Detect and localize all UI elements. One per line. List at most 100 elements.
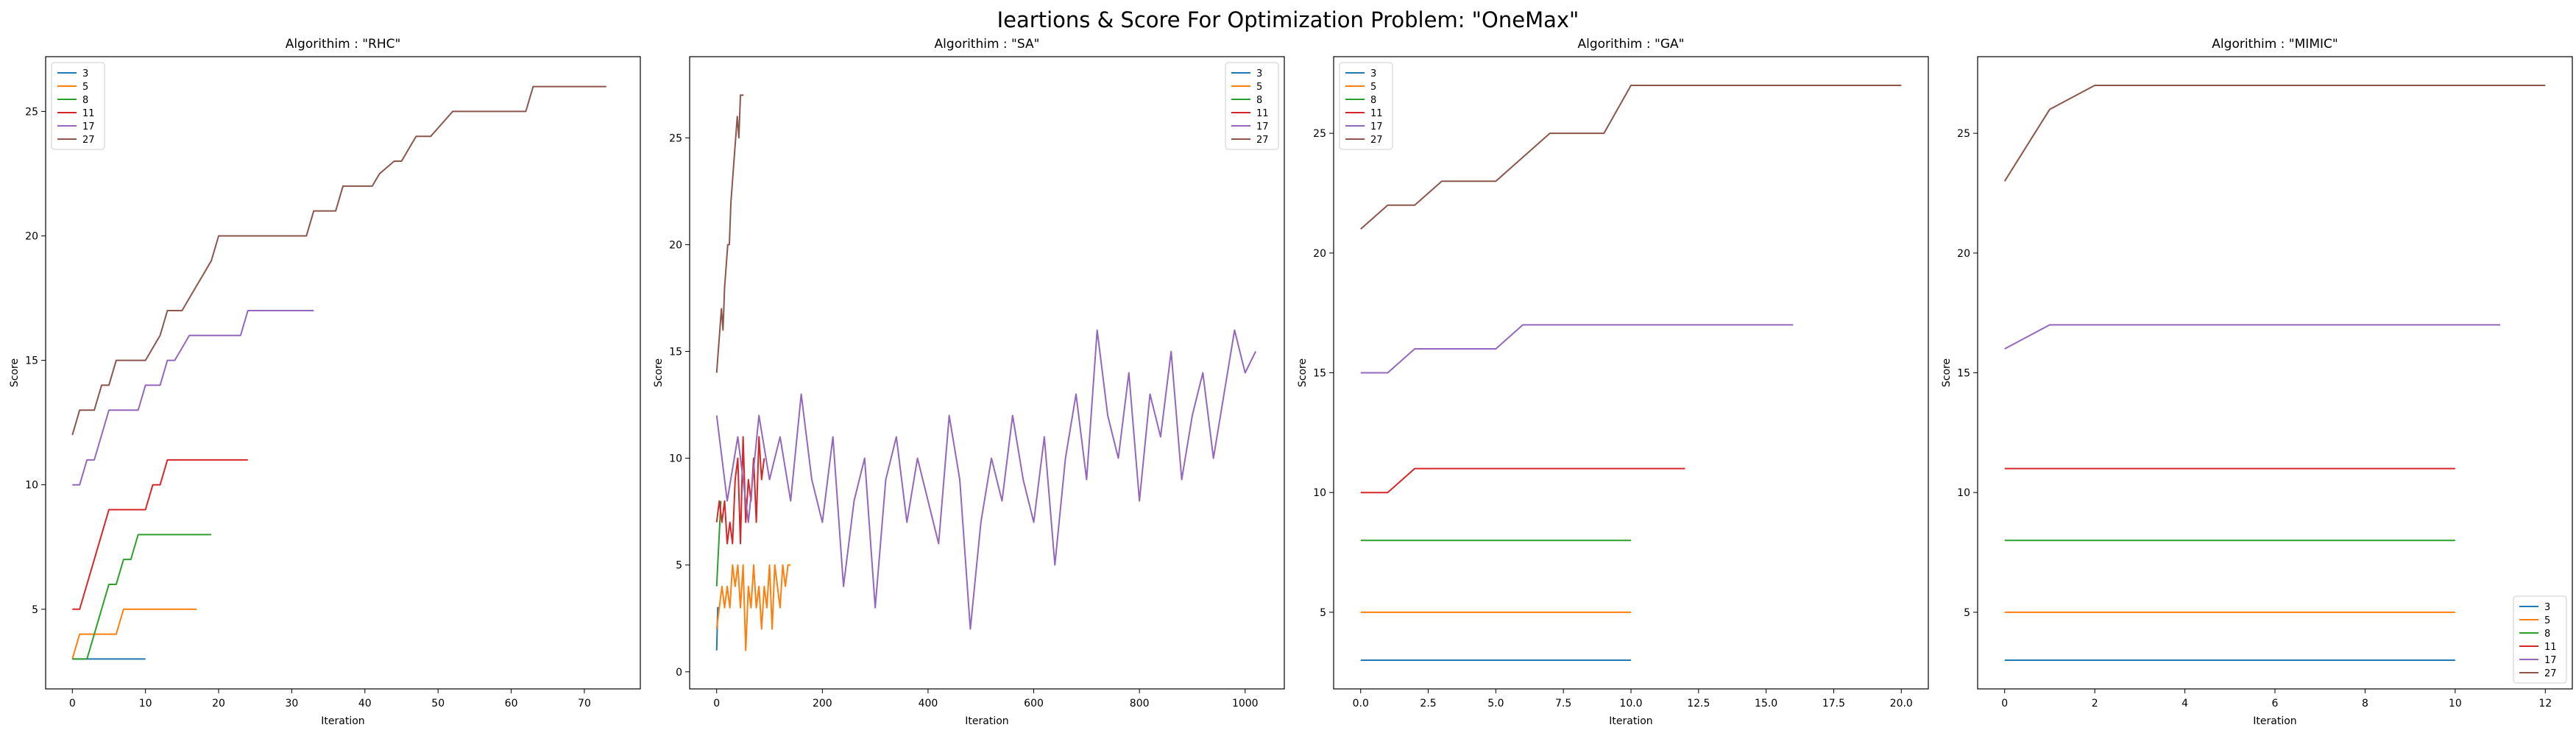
chart-panel-2: Algorithim : "GA" 0.0 2.5 5.0 7.5 10.0 12.5 15.… (1297, 37, 1929, 727)
y-tick-label: 15 (669, 346, 682, 358)
y-tick-label: 10 (1313, 487, 1326, 499)
plot-area (1978, 57, 2572, 689)
legend-label-8: 8 (1256, 95, 1262, 106)
x-tick-label: 20 (212, 698, 225, 710)
x-tick-label: 1000 (1232, 698, 1259, 710)
legend-label-5: 5 (2544, 615, 2550, 626)
legend-box (1339, 62, 1393, 150)
legend-label-27: 27 (82, 135, 95, 146)
x-tick-label: 800 (1130, 698, 1150, 710)
legend-label-11: 11 (2544, 642, 2557, 653)
chart-title: Algorithim : "SA" (935, 37, 1040, 52)
series-line-11 (715, 436, 765, 545)
series-line-8 (715, 500, 722, 587)
legend-label-17: 17 (2544, 655, 2557, 666)
x-tick-label: 20.0 (1890, 698, 1913, 710)
x-tick-label: 12 (2538, 698, 2552, 710)
y-tick-label: 25 (1957, 128, 1970, 140)
series-line-27 (715, 94, 744, 373)
x-tick-label: 200 (813, 698, 832, 710)
series-line-17 (2004, 324, 2501, 350)
x-tick-label: 7.5 (1555, 698, 1571, 710)
y-tick-label: 15 (1957, 368, 1970, 380)
y-tick-label: 20 (25, 230, 38, 242)
series-line-27 (71, 85, 606, 436)
legend: 3 5 8 11 17 27 (1339, 62, 1393, 150)
legend-label-27: 27 (2544, 668, 2557, 679)
x-tick-label: 8 (2362, 698, 2368, 710)
legend-box (51, 62, 105, 150)
y-tick-label: 20 (669, 239, 682, 251)
x-tick-label: 17.5 (1822, 698, 1845, 710)
x-tick-label: 10 (139, 698, 152, 710)
legend-label-3: 3 (1370, 68, 1376, 79)
x-tick-label: 12.5 (1687, 698, 1710, 710)
chart-panel-3: Algorithim : "MIMIC" 0 2 4 6 8 10 12 5 10 15 20 25 It… (1941, 37, 2573, 727)
legend-label-3: 3 (2544, 602, 2550, 613)
y-tick-label: 25 (25, 106, 38, 118)
series-line-17 (715, 329, 1257, 630)
series-line-11 (1360, 467, 1685, 494)
plot-frame (1977, 56, 2573, 690)
x-tick-label: 30 (286, 698, 299, 710)
y-tick-label: 0 (676, 667, 682, 679)
x-tick-label: 400 (919, 698, 938, 710)
x-tick-label: 0 (69, 698, 76, 710)
chart-title: Algorithim : "GA" (1578, 37, 1685, 52)
x-tick-label: 60 (505, 698, 518, 710)
x-tick-label: 600 (1024, 698, 1044, 710)
chart-title: Algorithim : "MIMIC" (2212, 37, 2338, 52)
legend: 3 5 8 11 17 27 (1225, 62, 1279, 150)
x-tick-label: 0.0 (1353, 698, 1369, 710)
x-tick-label: 10.0 (1619, 698, 1642, 710)
series-line-17 (72, 309, 314, 486)
plot-area (46, 57, 640, 689)
x-tick-label: 10 (2449, 698, 2462, 710)
plot-area (690, 57, 1284, 689)
legend-label-11: 11 (82, 108, 95, 119)
legend-box (1225, 62, 1279, 150)
y-tick-label: 10 (1957, 487, 1970, 499)
y-tick-label: 15 (1313, 368, 1326, 380)
y-tick-label: 5 (1964, 607, 1970, 619)
x-tick-label: 2 (2092, 698, 2098, 710)
x-axis-label: Iteration (1609, 715, 1652, 727)
chart-title: Algorithim : "RHC" (286, 37, 401, 52)
y-tick-label: 20 (1313, 248, 1326, 260)
x-tick-label: 50 (431, 698, 445, 710)
series-line-17 (1360, 324, 1794, 374)
x-tick-label: 0 (2001, 698, 2008, 710)
legend-label-8: 8 (1370, 95, 1376, 106)
legend-label-17: 17 (1256, 121, 1269, 132)
chart-panel-0: Algorithim : "RHC" 0 10 20 30 40 50 60 70 5 10 15 20… (9, 37, 641, 727)
series-line-27 (2003, 85, 2546, 182)
x-tick-label: 2.5 (1420, 698, 1436, 710)
y-tick-label: 15 (25, 355, 38, 367)
x-tick-label: 70 (578, 698, 591, 710)
chart-panel-1: Algorithim : "SA" 0 200 400 600 800 1000 0 5 10 15… (653, 37, 1285, 727)
x-tick-label: 40 (358, 698, 372, 710)
y-tick-label: 20 (1957, 248, 1970, 260)
legend-label-27: 27 (1256, 135, 1269, 146)
x-axis-label: Iteration (2253, 715, 2296, 727)
series-line-11 (72, 459, 248, 610)
plot-frame (689, 56, 1285, 690)
legend-label-3: 3 (82, 68, 88, 79)
x-axis-label: Iteration (321, 715, 364, 727)
legend-label-17: 17 (82, 121, 95, 132)
x-tick-label: 5.0 (1487, 698, 1504, 710)
x-tick-label: 6 (2272, 698, 2279, 710)
legend-box (2513, 595, 2567, 684)
y-tick-label: 5 (32, 604, 38, 616)
legend-label-17: 17 (1370, 121, 1383, 132)
x-tick-label: 0 (713, 698, 720, 710)
legend-label-27: 27 (1370, 135, 1383, 146)
y-tick-label: 25 (669, 132, 682, 144)
legend-label-3: 3 (1256, 68, 1262, 79)
plot-frame (1333, 56, 1929, 690)
y-tick-label: 5 (676, 560, 682, 572)
legend-label-5: 5 (82, 82, 88, 93)
y-axis-label: Score (653, 358, 665, 387)
legend-label-11: 11 (1256, 108, 1269, 119)
